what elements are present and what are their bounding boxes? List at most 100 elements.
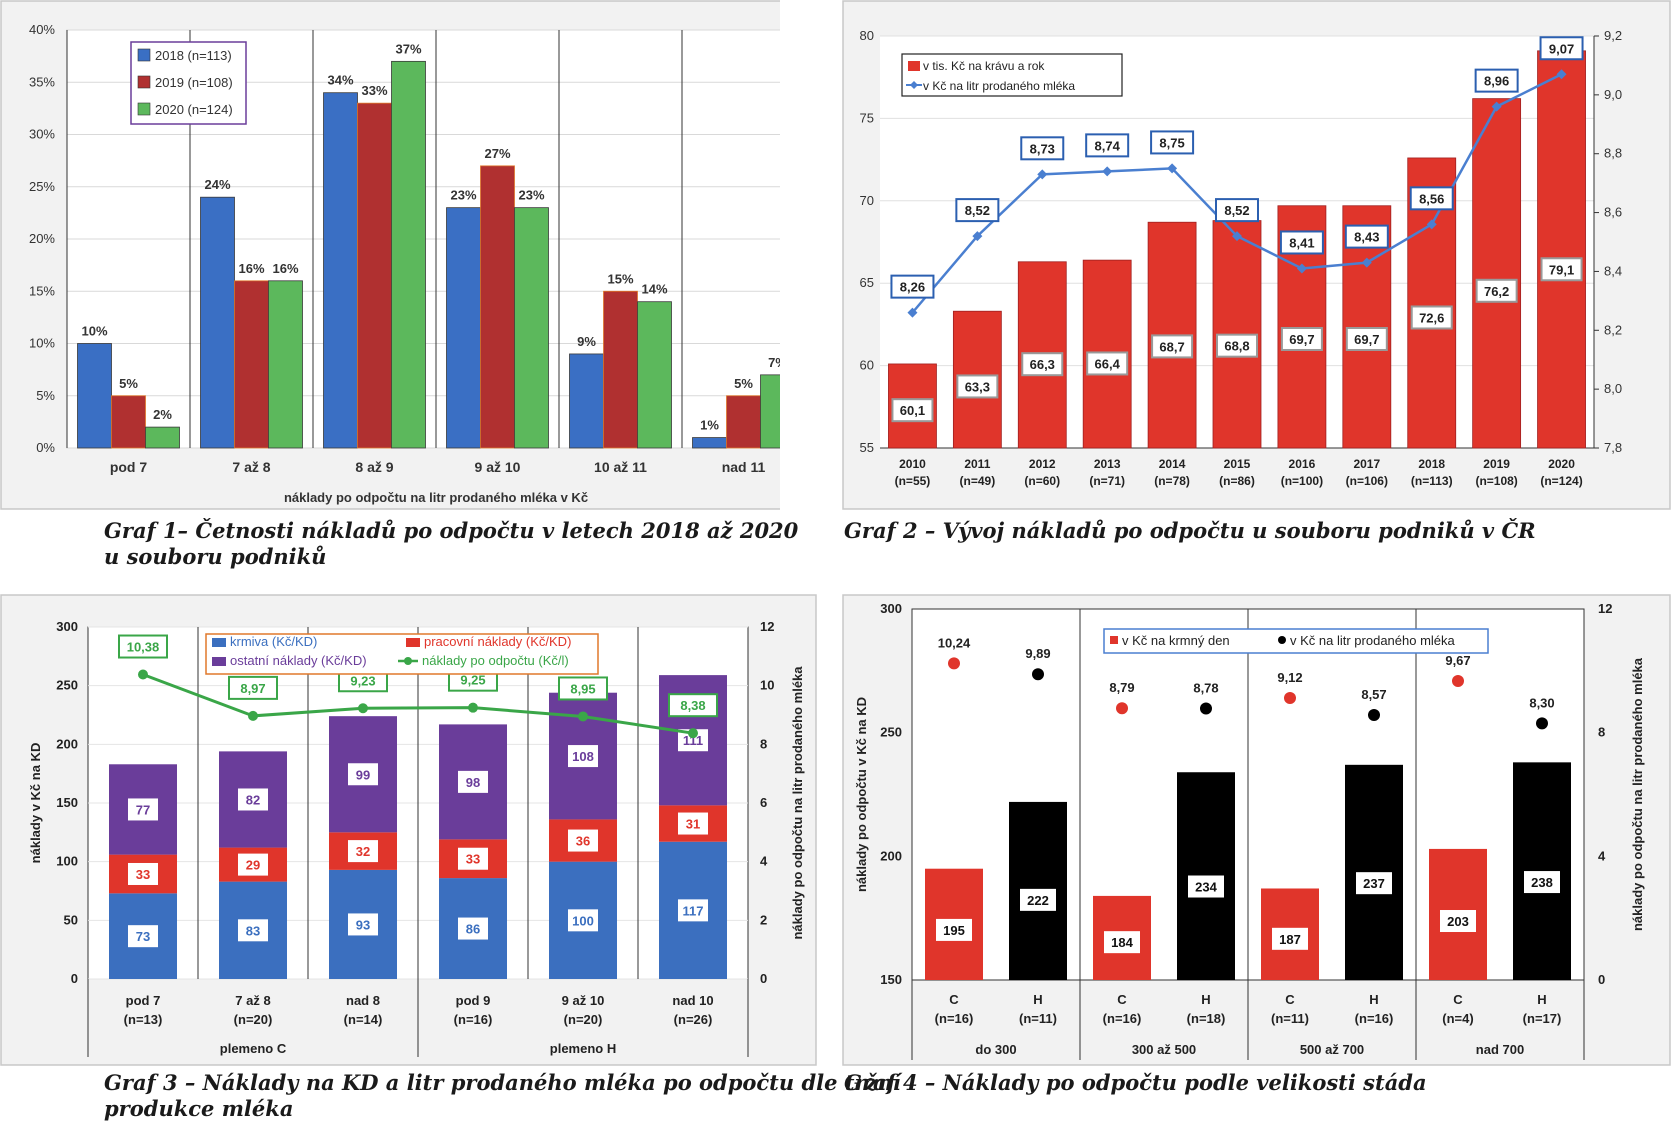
graf3-x-tick-sublabel: (n=26) [674, 1012, 713, 1027]
graf2-line-label: 8,52 [965, 203, 990, 218]
graf3-segment-label-box [238, 919, 268, 942]
graf3-segment-label-box [238, 788, 268, 811]
graf1-y-tick-label: 35% [29, 74, 55, 89]
graf1-legend-label: 2018 (n=113) [155, 48, 232, 63]
graf2-line-point [1556, 69, 1567, 80]
graf3-segment-label: 33 [466, 852, 480, 867]
graf1-x-tick-label: 8 až 9 [355, 459, 393, 475]
graf2-x-tick-sublabel: (n=78) [1154, 474, 1190, 488]
graf1-bar [323, 92, 358, 449]
graf1-data-label: 7% [768, 355, 780, 370]
graf3-segment-label: 31 [686, 817, 700, 832]
graf3-segment-label: 117 [683, 903, 704, 918]
graf1-bar [480, 165, 515, 449]
graf2-x-tick-label: 2015 [1224, 457, 1251, 471]
graf3-segment-label-box [128, 925, 158, 948]
graf3-legend-swatch [406, 638, 420, 647]
graf3-segment-label: 86 [466, 922, 480, 937]
graf3-x-tick-label: 7 až 8 [235, 993, 270, 1008]
graf2-x-tick-sublabel: (n=113) [1411, 474, 1453, 488]
graf2-bar-label: 68,7 [1159, 339, 1184, 354]
graf4-legend-label: v Kč na krmný den [1122, 633, 1230, 648]
graf1-bar [357, 102, 392, 449]
graf4-dot-label: 8,79 [1109, 680, 1134, 695]
graf3-y-axis-label: náklady v Kč na KD [28, 743, 43, 864]
graf3-segment-label: 99 [356, 767, 370, 782]
graf1-data-label: 37% [395, 41, 421, 56]
graf3-line-point [468, 702, 478, 713]
graf4-bar-label: 187 [1279, 932, 1301, 947]
graf2-line-point [1296, 263, 1307, 274]
graf2-y-tick-label: 55 [860, 440, 874, 455]
graf1-bar [760, 374, 780, 449]
chart-panel-graf3: 0 50 100 150 200 250 300 0 2 4 6 8 10 12 náklady v Kč … [0, 594, 820, 1070]
graf2-line-label: 9,07 [1549, 41, 1574, 56]
caption-graf1-line1: Graf 1– Četnosti nákladů po odpočtu v le… [104, 518, 799, 543]
graf1-data-label: 9% [577, 334, 596, 349]
graf4-dot [1452, 675, 1464, 688]
graf4-x-tick-sublabel: (n=4) [1442, 1011, 1473, 1026]
graf4-bar-label: 184 [1111, 935, 1133, 950]
graf3-x-tick-label: 9 až 10 [562, 993, 605, 1008]
graf2-line-point [1361, 257, 1372, 268]
graf1-y-tick-label: 40% [29, 22, 55, 37]
graf3-y-tick-label: 0 [71, 971, 78, 986]
graf2-bar-label: 68,8 [1224, 339, 1249, 354]
graf3-segment-label: 77 [136, 802, 150, 817]
graf1-data-label: 5% [119, 376, 138, 391]
graf4-group-label: do 300 [975, 1042, 1016, 1057]
graf1-data-label: 5% [734, 376, 753, 391]
graf2-bar-label-box [1151, 334, 1194, 359]
graf2-bar-label-box [956, 374, 999, 399]
graf2-x-tick-label: 2017 [1353, 457, 1380, 471]
graf3-legend-label-line: náklady po odpočtu (Kč/l) [422, 653, 569, 668]
graf3-y2-tick-label: 6 [760, 795, 767, 810]
graf3-x-tick-sublabel: (n=20) [564, 1012, 603, 1027]
graf3-line-point [138, 669, 148, 680]
graf4-bar-label: 237 [1363, 876, 1385, 891]
graf3-line-label: 9,23 [350, 673, 375, 688]
graf3-segment-label: 82 [246, 792, 260, 807]
graf1-bar [234, 280, 269, 449]
graf3-legend-label: krmiva (Kč/KD) [230, 634, 317, 649]
graf3-line-label-box [558, 676, 608, 701]
graf4-bar-label-box [936, 918, 972, 941]
graf3-legend-label: pracovní náklady (Kč/KD) [424, 634, 571, 649]
chart-panel-graf4: 150 200 250 300 0 4 8 12 náklady po odpočtu v Kč… [842, 594, 1672, 1070]
graf3-y2-tick-label: 12 [760, 619, 774, 634]
graf4-x-tick-sublabel: (n=11) [1019, 1011, 1057, 1026]
graf1-bar [145, 426, 180, 449]
graf1-bar [603, 290, 638, 449]
graf1-x-tick-label: pod 7 [110, 459, 148, 475]
graf1-bar [514, 207, 549, 449]
graf4-x-tick-sublabel: (n=17) [1523, 1011, 1562, 1026]
graf4-x-tick-label: H [1201, 992, 1210, 1007]
graf1-legend-swatch [137, 75, 151, 89]
graf3-line-point [688, 728, 698, 739]
graf4-group-label: 300 až 500 [1132, 1042, 1196, 1057]
graf2-y2-tick-label: 9,2 [1604, 28, 1622, 43]
graf4-legend-swatch [1110, 636, 1118, 644]
graf2-x-tick-label: 2011 [964, 457, 990, 471]
graf2-x-tick-label: 2019 [1483, 457, 1510, 471]
graf3-segment-label-box [678, 729, 708, 752]
graf2-x-tick-sublabel: (n=71) [1089, 474, 1125, 488]
graf4-bar-label-box [1524, 871, 1560, 894]
graf3-x-tick-sublabel: (n=14) [344, 1012, 383, 1027]
caption-graf3: Graf 3 – Náklady na KD a litr prodaného … [104, 1070, 901, 1122]
graf3-line-label: 8,38 [680, 698, 705, 713]
graf3-segment-label: 36 [576, 834, 590, 849]
graf2-x-tick-label: 2013 [1094, 457, 1121, 471]
caption-graf4: Graf 4 – Náklady po odpočtu podle veliko… [844, 1070, 1427, 1096]
graf3-y2-tick-label: 10 [760, 678, 774, 693]
graf2-y-tick-label: 60 [860, 358, 874, 373]
graf3-y-tick-label: 150 [56, 795, 78, 810]
graf4-y2-axis-label: náklady po odpočtu na litr prodaného mlé… [1630, 657, 1645, 931]
graf2-x-tick-label: 2016 [1289, 457, 1316, 471]
graf1-bar [268, 280, 303, 449]
chart-panel-graf2: 55 60 65 70 75 80 7,8 8,0 8,2 8,4 8,6 8,8 9,0 9,2 60,1… [842, 0, 1672, 520]
graf1-y-tick-label: 20% [29, 231, 55, 246]
graf1-y-tick-label: 5% [36, 388, 55, 403]
graf4-dot [1032, 668, 1044, 681]
graf2-y-tick-label: 65 [860, 275, 874, 290]
